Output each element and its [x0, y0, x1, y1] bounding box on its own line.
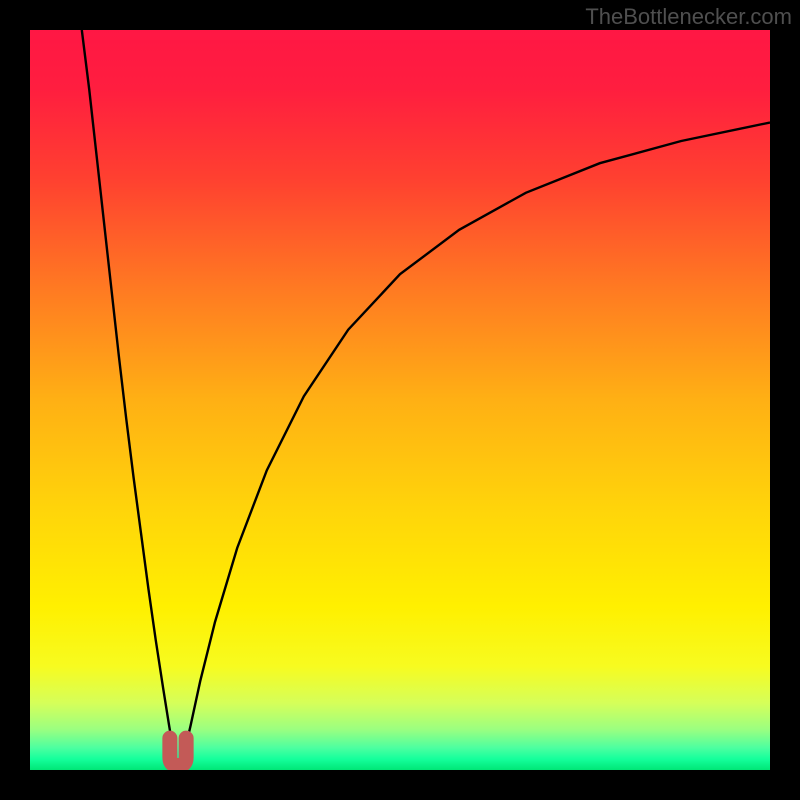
- attribution-text: TheBottlenecker.com: [585, 4, 792, 30]
- bottleneck-curve-right: [185, 123, 770, 748]
- plot-area: [30, 30, 770, 770]
- bottleneck-curve-left: [82, 30, 173, 748]
- valley-u-marker: [170, 738, 186, 765]
- curve-overlay: [30, 30, 770, 770]
- chart-frame: TheBottlenecker.com: [0, 0, 800, 800]
